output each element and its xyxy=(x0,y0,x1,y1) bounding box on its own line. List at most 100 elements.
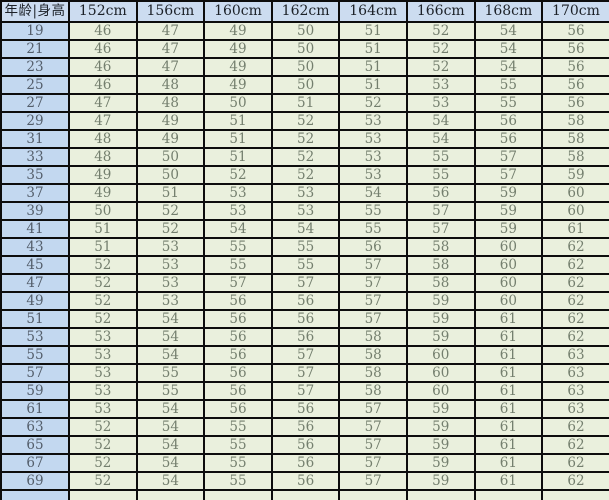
size-value-cell: 46 xyxy=(68,21,138,41)
size-value-cell: 49 xyxy=(135,111,206,131)
size-value-cell: 56 xyxy=(270,417,341,437)
size-value-cell: 51 xyxy=(135,183,206,203)
size-value-cell: 59 xyxy=(405,327,476,347)
table-row: 43 51 53 55 55 56 58 60 62 xyxy=(0,237,609,257)
table-row: 37 49 51 53 53 54 56 59 60 xyxy=(0,183,609,203)
size-value-cell: 59 xyxy=(405,435,476,455)
size-value-cell: 55 xyxy=(203,237,273,257)
size-value-cell: 53 xyxy=(338,129,408,149)
size-value-cell: 58 xyxy=(338,363,408,383)
size-value-cell: 62 xyxy=(541,255,609,275)
size-value-cell xyxy=(338,489,408,500)
age-cell: 47 xyxy=(0,273,70,293)
size-value-cell: 55 xyxy=(270,237,341,257)
table-row: 41 51 52 54 54 55 57 59 61 xyxy=(0,219,609,239)
size-value-cell: 58 xyxy=(405,255,476,275)
table-row: 61 53 54 56 56 57 59 61 63 xyxy=(0,399,609,419)
age-cell: 31 xyxy=(0,129,70,149)
size-value-cell: 55 xyxy=(270,255,341,275)
size-value-cell: 56 xyxy=(473,129,544,149)
size-value-cell: 53 xyxy=(135,291,206,311)
age-cell xyxy=(0,489,70,500)
size-value-cell: 58 xyxy=(338,327,408,347)
size-value-cell: 57 xyxy=(338,255,408,275)
table-row: 31 48 49 51 52 53 54 56 58 xyxy=(0,129,609,149)
size-value-cell: 54 xyxy=(473,39,544,59)
size-value-cell: 62 xyxy=(541,309,609,329)
size-value-cell: 54 xyxy=(135,453,206,473)
age-cell: 53 xyxy=(0,327,70,347)
age-cell: 43 xyxy=(0,237,70,257)
size-value-cell: 52 xyxy=(68,471,138,491)
size-value-cell: 56 xyxy=(203,345,273,365)
size-value-cell: 55 xyxy=(203,255,273,275)
size-value-cell: 55 xyxy=(338,219,408,239)
size-value-cell: 62 xyxy=(541,291,609,311)
table-row: 33 48 50 51 52 53 55 57 58 xyxy=(0,147,609,167)
size-value-cell: 53 xyxy=(135,273,206,293)
size-value-cell: 56 xyxy=(270,309,341,329)
size-value-cell: 51 xyxy=(203,111,273,131)
size-value-cell xyxy=(203,489,273,500)
age-cell: 59 xyxy=(0,381,70,401)
height-column-header: 160cm xyxy=(203,0,273,23)
size-value-cell: 61 xyxy=(473,399,544,419)
size-value-cell: 57 xyxy=(270,345,341,365)
size-value-cell: 50 xyxy=(135,165,206,185)
size-value-cell: 56 xyxy=(541,57,609,77)
size-value-cell: 56 xyxy=(270,291,341,311)
age-cell: 51 xyxy=(0,309,70,329)
table-row: 47 52 53 57 57 57 58 60 62 xyxy=(0,273,609,293)
size-value-cell: 47 xyxy=(68,111,138,131)
size-value-cell: 54 xyxy=(405,129,476,149)
size-value-cell: 51 xyxy=(68,219,138,239)
size-value-cell: 56 xyxy=(541,93,609,113)
height-column-header: 166cm xyxy=(405,0,476,23)
size-value-cell: 50 xyxy=(270,21,341,41)
size-value-cell: 58 xyxy=(405,237,476,257)
size-value-cell: 59 xyxy=(541,165,609,185)
size-value-cell: 52 xyxy=(68,453,138,473)
age-cell: 57 xyxy=(0,363,70,383)
size-value-cell: 58 xyxy=(338,381,408,401)
size-value-cell xyxy=(270,489,341,500)
size-value-cell: 62 xyxy=(541,435,609,455)
age-cell: 61 xyxy=(0,399,70,419)
size-value-cell: 62 xyxy=(541,471,609,491)
size-value-cell: 55 xyxy=(203,471,273,491)
size-value-cell: 54 xyxy=(135,399,206,419)
size-value-cell: 53 xyxy=(68,363,138,383)
size-value-cell: 52 xyxy=(68,273,138,293)
size-value-cell: 47 xyxy=(68,93,138,113)
size-value-cell: 60 xyxy=(405,345,476,365)
size-value-cell: 61 xyxy=(473,453,544,473)
size-value-cell: 52 xyxy=(270,147,341,167)
table-row: 59 53 55 56 57 58 60 61 63 xyxy=(0,381,609,401)
table-row: 19 46 47 49 50 51 52 54 56 xyxy=(0,21,609,41)
size-value-cell: 56 xyxy=(203,363,273,383)
age-cell: 21 xyxy=(0,39,70,59)
size-value-cell: 59 xyxy=(405,417,476,437)
size-value-cell: 53 xyxy=(405,75,476,95)
size-value-cell: 56 xyxy=(270,327,341,347)
size-value-cell: 52 xyxy=(68,435,138,455)
height-column-header: 152cm xyxy=(68,0,138,23)
size-value-cell: 52 xyxy=(68,309,138,329)
size-value-cell: 52 xyxy=(68,291,138,311)
size-value-cell: 59 xyxy=(405,453,476,473)
size-value-cell: 52 xyxy=(405,57,476,77)
age-cell: 29 xyxy=(0,111,70,131)
size-value-cell: 59 xyxy=(405,399,476,419)
size-value-cell: 47 xyxy=(135,21,206,41)
size-value-cell: 52 xyxy=(405,39,476,59)
size-value-cell: 54 xyxy=(405,111,476,131)
size-value-cell: 61 xyxy=(473,363,544,383)
size-value-cell: 56 xyxy=(270,453,341,473)
age-cell: 49 xyxy=(0,291,70,311)
size-value-cell: 54 xyxy=(473,57,544,77)
age-cell: 63 xyxy=(0,417,70,437)
size-value-cell: 57 xyxy=(473,165,544,185)
table-row: 65 52 54 55 56 57 59 61 62 xyxy=(0,435,609,455)
table-row: 23 46 47 49 50 51 52 54 56 xyxy=(0,57,609,77)
size-value-cell: 53 xyxy=(68,327,138,347)
